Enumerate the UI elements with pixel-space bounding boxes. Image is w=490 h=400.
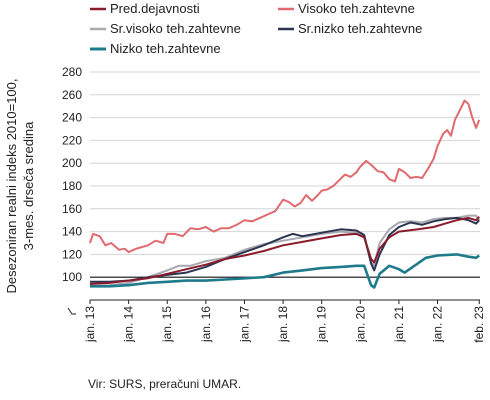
legend-label: Sr.nizko teh.zahtevne <box>298 21 422 36</box>
x-tick-label: feb. 23 <box>472 306 486 343</box>
y-tick-label: 280 <box>62 65 82 79</box>
y-axis-title-line: 3-mes. drseča sredina <box>21 121 36 250</box>
legend-label: Sr.visoko teh.zahtevne <box>110 21 241 36</box>
legend-label: Pred.dejavnosti <box>110 1 200 16</box>
y-tick-label: 180 <box>62 179 82 193</box>
y-tick-label: 220 <box>62 133 82 147</box>
series-lines <box>89 99 481 289</box>
x-tick-label: jan. 19 <box>315 306 329 343</box>
x-tick-label: jan. 17 <box>237 306 251 343</box>
y-tick-label: 120 <box>62 247 82 261</box>
x-tick-label: jan. 14 <box>122 306 136 343</box>
x-tick-label: jan. 22 <box>431 306 445 343</box>
series-line <box>90 216 480 283</box>
x-tick-label: jan. 16 <box>199 306 213 343</box>
axis-break-icon <box>67 307 76 315</box>
x-tick-label: jan. 15 <box>160 306 174 343</box>
legend-label: Nizko teh.zahtevne <box>110 41 221 56</box>
y-tick-label: 100 <box>62 270 82 284</box>
legend-label: Visoko teh.zahtevne <box>298 1 415 16</box>
x-axis: jan. 13 jan. 14 jan. 15 jan. 16 jan. 17 jan. … <box>83 299 486 343</box>
x-tick-label: jan. 18 <box>276 306 290 343</box>
y-tick-label: 200 <box>62 156 82 170</box>
x-tick-label: jan. 13 <box>83 306 97 343</box>
series-line <box>89 99 481 254</box>
x-tick-label: jan. 20 <box>353 306 367 343</box>
y-axis-title: Desezoniran realni indeks 2010=100, 3-mes… <box>4 78 36 293</box>
series-line <box>90 253 480 289</box>
legend: Pred.dejavnosti Visoko teh.zahtevne Sr.vis… <box>90 1 422 56</box>
series-line <box>89 214 481 288</box>
y-tick-label: 160 <box>62 202 82 216</box>
y-tick-label: 240 <box>62 111 82 125</box>
y-tick-label: 260 <box>62 88 82 102</box>
y-axis: 100 120 140 160 180 200 220 240 260 280 <box>62 65 82 315</box>
x-tick-label: jan. 21 <box>392 306 406 343</box>
y-tick-label: 140 <box>62 225 82 239</box>
grid <box>90 71 480 278</box>
source-note: Vir: SURS, preračuni UMAR. <box>88 377 241 391</box>
y-axis-title-line: Desezoniran realni indeks 2010=100, <box>4 78 19 293</box>
series-line <box>89 216 480 285</box>
